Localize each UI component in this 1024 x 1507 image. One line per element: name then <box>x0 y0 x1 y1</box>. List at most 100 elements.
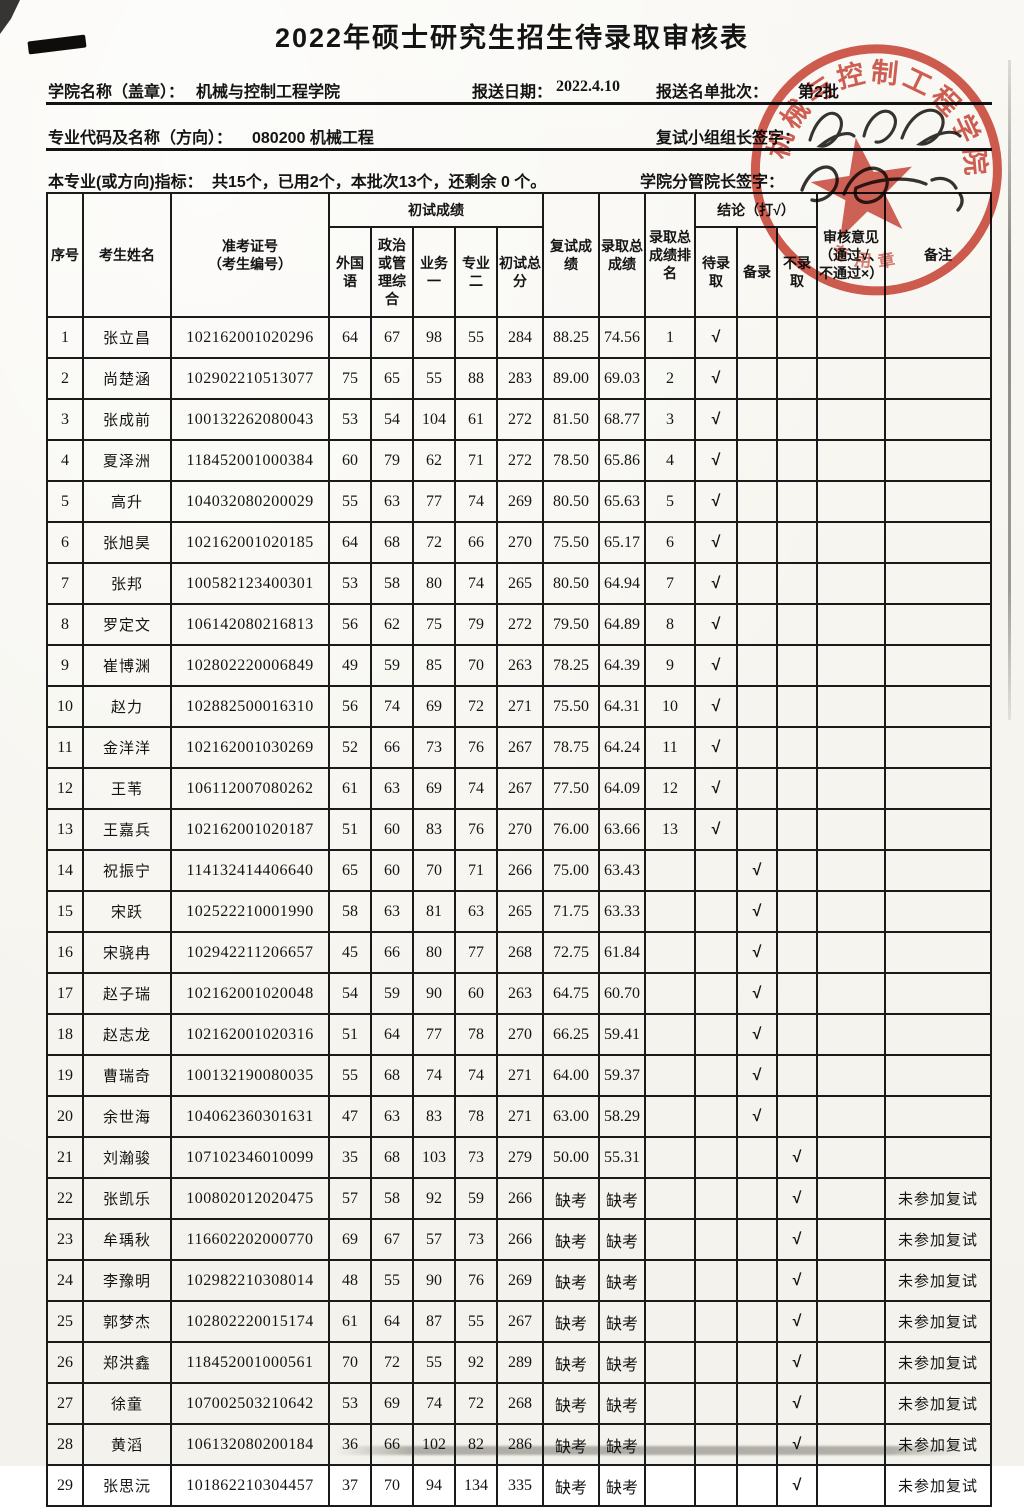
cell-backup-check <box>736 1423 778 1466</box>
cell-business1: 55 <box>412 1341 456 1384</box>
cell-politics: 63 <box>370 890 414 933</box>
cell-rank <box>644 1054 696 1097</box>
page-edge-shadow <box>1008 60 1011 720</box>
cell-foreign: 48 <box>328 1259 372 1302</box>
cell-politics: 55 <box>370 1259 414 1302</box>
table-row: 21 刘瀚骏 107102346010099 35 68 103 73 279 50.00 55.… <box>46 1136 993 1179</box>
cell-remark: 未参加复试 <box>884 1177 993 1220</box>
cell-total: 63.66 <box>598 808 646 851</box>
cell-foreign: 49 <box>328 644 372 687</box>
cell-ticket: 102162001020185 <box>170 521 330 564</box>
cell-no: 21 <box>46 1136 84 1179</box>
cell-backup-check <box>736 603 778 646</box>
cell-rank <box>644 890 696 933</box>
cell-no: 8 <box>46 603 84 646</box>
cell-business1: 70 <box>412 849 456 892</box>
cell-reject-check <box>775 849 819 892</box>
cell-major2: 74 <box>454 562 498 605</box>
cell-politics: 59 <box>370 644 414 687</box>
table-row: 20 余世海 104062360301631 47 63 83 78 271 63.00 58.2… <box>46 1095 993 1138</box>
cell-politics: 68 <box>370 1054 414 1097</box>
cell-first-total: 268 <box>496 931 544 974</box>
cell-no: 17 <box>46 972 84 1015</box>
cell-foreign: 61 <box>328 1300 372 1343</box>
cell-first-total: 267 <box>496 726 544 769</box>
cell-first-total: 270 <box>496 1013 544 1056</box>
cell-remark: 未参加复试 <box>884 1382 993 1425</box>
cell-retest: 76.00 <box>542 808 600 851</box>
cell-remark <box>884 685 993 728</box>
cell-politics: 60 <box>370 849 414 892</box>
cell-retest: 75.50 <box>542 685 600 728</box>
cell-no: 2 <box>46 357 84 400</box>
cell-ticket: 118452001000384 <box>170 439 330 482</box>
cell-foreign: 51 <box>328 1013 372 1056</box>
cell-first-total: 263 <box>496 644 544 687</box>
table-row: 27 徐童 107002503210642 53 69 74 72 268 缺考 缺考 √ 未参加复试 <box>46 1382 993 1425</box>
table-row: 2 尚楚涵 102902210513077 75 65 55 88 283 89.00 69.03… <box>46 357 993 400</box>
cell-foreign: 37 <box>328 1464 372 1507</box>
cell-reject-check <box>775 972 819 1015</box>
cell-ticket: 102522210001990 <box>170 890 330 933</box>
cell-politics: 63 <box>370 480 414 523</box>
cell-name: 黄滔 <box>82 1423 172 1466</box>
cell-retest: 88.25 <box>542 316 600 359</box>
cell-rank: 5 <box>644 480 696 523</box>
cell-total: 64.31 <box>598 685 646 728</box>
cell-reject-check <box>775 1013 819 1056</box>
cell-foreign: 64 <box>328 316 372 359</box>
cell-retest: 80.50 <box>542 480 600 523</box>
cell-no: 20 <box>46 1095 84 1138</box>
ticket-header-line2: （考生编号） <box>208 256 292 272</box>
cell-no: 4 <box>46 439 84 482</box>
cell-remark <box>884 808 993 851</box>
cell-total: 64.94 <box>598 562 646 605</box>
cell-retest: 66.25 <box>542 1013 600 1056</box>
cell-rank <box>644 1177 696 1220</box>
table-row: 16 宋骁冉 102942211206657 45 66 80 77 268 72.75 61.8… <box>46 931 993 974</box>
cell-foreign: 53 <box>328 562 372 605</box>
cell-backup-check: √ <box>736 1013 778 1056</box>
cell-backup-check <box>736 685 778 728</box>
col-header-first-exam: 初试成绩 <box>328 192 544 228</box>
table-row: 24 李豫明 102982210308014 48 55 90 76 269 缺考 缺考 √ 未参加复… <box>46 1259 993 1302</box>
cell-major2: 70 <box>454 644 498 687</box>
cell-name: 张旭昊 <box>82 521 172 564</box>
cell-rank <box>644 1382 696 1425</box>
ticket-header-line1: 准考证号 <box>222 237 278 254</box>
cell-name: 尚楚涵 <box>82 357 172 400</box>
cell-rank: 10 <box>644 685 696 728</box>
cell-backup-check <box>736 1341 778 1384</box>
cell-total: 缺考 <box>598 1341 646 1384</box>
cell-politics: 62 <box>370 603 414 646</box>
cell-total: 65.17 <box>598 521 646 564</box>
cell-name: 张思沅 <box>82 1464 172 1507</box>
cell-first-total: 267 <box>496 1300 544 1343</box>
cell-major2: 74 <box>454 767 498 810</box>
cell-name: 夏泽洲 <box>82 439 172 482</box>
cell-backup-check <box>736 480 778 523</box>
cell-backup-check <box>736 1177 778 1220</box>
cell-review <box>816 1423 887 1466</box>
cell-foreign: 36 <box>328 1423 372 1466</box>
cell-politics: 60 <box>370 808 414 851</box>
meta-line-college: 学院名称（盖章）： 机械与控制工程学院 报送日期： 2022.4.10 报送名单… <box>0 78 1024 104</box>
cell-foreign: 75 <box>328 357 372 400</box>
cell-review <box>816 480 887 523</box>
cell-major2: 77 <box>454 931 498 974</box>
cell-review <box>816 1259 887 1302</box>
cell-backup-check: √ <box>736 972 778 1015</box>
cell-name: 郭梦杰 <box>82 1300 172 1343</box>
cell-review <box>816 644 887 687</box>
cell-total: 64.39 <box>598 644 646 687</box>
cell-first-total: 269 <box>496 1259 544 1302</box>
cell-foreign: 64 <box>328 521 372 564</box>
cell-remark <box>884 644 993 687</box>
cell-no: 28 <box>46 1423 84 1466</box>
cell-review <box>816 931 887 974</box>
cell-remark: 未参加复试 <box>884 1464 993 1507</box>
cell-review <box>816 1341 887 1384</box>
table-row: 10 赵力 102882500016310 56 74 69 72 271 75.50 64.31… <box>46 685 993 728</box>
cell-first-total: 263 <box>496 972 544 1015</box>
cell-no: 26 <box>46 1341 84 1384</box>
